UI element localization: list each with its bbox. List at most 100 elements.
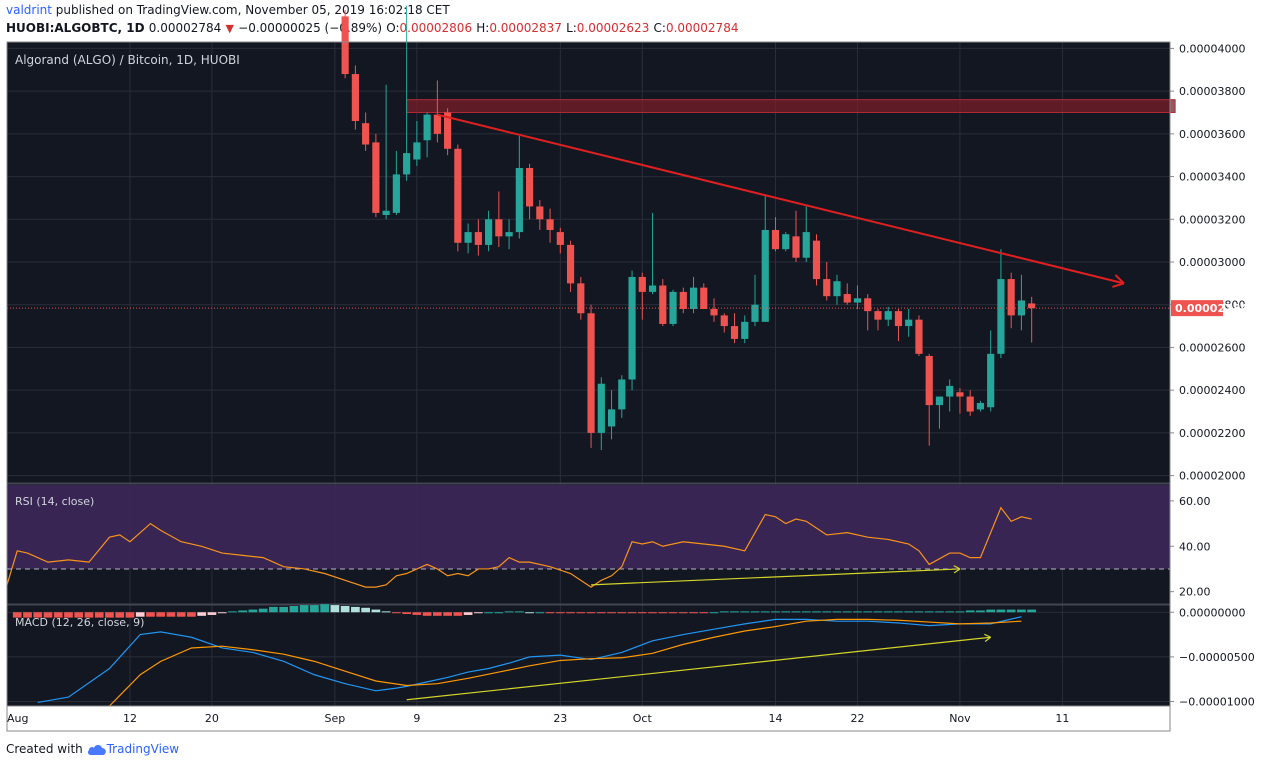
rsi-line (6, 506, 1032, 588)
macd-histogram-bar (443, 612, 452, 616)
macd-histogram-bar (43, 612, 53, 618)
tradingview-link[interactable]: TradingView (106, 742, 180, 756)
candle-body (884, 311, 892, 320)
candle-body (782, 234, 790, 250)
rsi-divergence-arrowhead (953, 565, 961, 570)
macd-histogram-bar (361, 607, 370, 613)
candle-body (403, 153, 411, 175)
time-tick-label: 12 (123, 712, 137, 725)
high-label: H: (476, 21, 490, 35)
candle-body (966, 396, 974, 412)
macd-histogram-bar (94, 612, 104, 618)
time-tick-label: 11 (1055, 712, 1069, 725)
author-link[interactable]: valdrint (6, 3, 52, 17)
candle-body (905, 319, 913, 327)
open-label: O: (386, 21, 400, 35)
candle-body (925, 355, 933, 406)
candle-body (946, 385, 954, 397)
symbol-name: HUOBI:ALGOBTC, 1D (6, 21, 145, 35)
macd-histogram-bar (822, 611, 832, 613)
macd-histogram-bar (453, 612, 463, 616)
candle-body (710, 308, 718, 316)
macd-histogram-bar (156, 612, 166, 617)
macd-histogram-bar (340, 606, 350, 613)
candle-body (392, 174, 400, 213)
macd-histogram-bar (279, 606, 289, 613)
macd-histogram-bar (935, 611, 944, 613)
macd-histogram-bar (135, 612, 145, 617)
price-tick-label: 0.00003400 (1179, 171, 1245, 184)
macd-histogram-bar (187, 612, 196, 617)
candle-body (874, 311, 882, 320)
candle-body (679, 291, 687, 309)
macd-histogram-bar (269, 606, 278, 613)
macd-histogram-bar (473, 612, 483, 614)
candle-body (372, 142, 380, 213)
price-tick-label: 0.00004000 (1179, 42, 1245, 55)
macd-histogram-bar (310, 605, 319, 613)
macd-histogram-bar (146, 612, 155, 617)
candle-body (853, 298, 862, 303)
macd-divergence-line (406, 636, 991, 701)
macd-histogram-bar (771, 611, 780, 613)
macd-histogram-bar (422, 612, 432, 616)
macd-histogram-bar (730, 611, 739, 613)
macd-tick-label: −0.00001000 (1179, 696, 1255, 709)
candle-body (894, 311, 903, 327)
macd-tick-label: −0.00000500 (1179, 651, 1255, 664)
candle-body (444, 112, 452, 149)
macd-histogram-bar (678, 612, 688, 614)
macd-histogram-bar (105, 612, 114, 618)
macd-title: MACD (12, 26, close, 9) (15, 616, 144, 629)
macd-histogram-bar (197, 612, 207, 616)
macd-histogram-bar (576, 612, 586, 614)
macd-histogram-bar (64, 612, 73, 618)
macd-histogram-bar (637, 612, 647, 614)
macd-histogram-bar (115, 612, 125, 618)
time-tick-label: 14 (769, 712, 783, 725)
candle-body (976, 402, 985, 410)
time-tick-label: Sep (325, 712, 346, 725)
macd-histogram-bar (566, 612, 575, 614)
rsi-title: RSI (14, close) (15, 495, 94, 508)
macd-histogram-bar (381, 611, 391, 613)
candle-body (648, 285, 657, 292)
macd-histogram-bar (791, 611, 801, 613)
low-value: 0.00002623 (576, 21, 650, 35)
rsi-tick-label: 60.00 (1179, 495, 1211, 508)
tradingview-cloud-icon (87, 744, 106, 755)
candle-body (823, 279, 831, 297)
macd-histogram-bar (617, 612, 627, 614)
macd-histogram-bar (658, 612, 668, 614)
macd-histogram-bar (709, 612, 719, 614)
candle-body (720, 315, 728, 327)
candle-body (956, 392, 964, 397)
macd-histogram-bar (248, 609, 258, 613)
descending-trendline (437, 113, 1125, 285)
price-tick-label: 0.00003200 (1179, 213, 1245, 226)
candle-body (597, 383, 605, 433)
high-value: 0.00002837 (489, 21, 562, 35)
candle-body (505, 232, 513, 237)
price-axis-background (1170, 42, 1230, 706)
macd-histogram-bar (955, 611, 965, 613)
candle-body (495, 219, 503, 237)
macd-histogram-bar (504, 611, 514, 613)
footer: Created with TradingView (6, 742, 179, 757)
candle-body (525, 168, 534, 207)
candle-body (659, 285, 667, 324)
close-value: 0.00002784 (665, 21, 739, 35)
candle-body (577, 283, 585, 314)
candle-body (433, 114, 441, 134)
price-tick-label: 0.00002200 (1179, 427, 1245, 440)
last-price: 0.00002784 (148, 21, 222, 35)
current-price-tag (1171, 300, 1223, 317)
candle-body (812, 240, 821, 280)
macd-histogram-bar (330, 605, 340, 613)
macd-histogram-bar (945, 611, 955, 613)
macd-histogram-bar (976, 610, 985, 613)
macd-histogram-bar (596, 612, 606, 614)
candle-body (730, 326, 739, 339)
macd-histogram-bar (812, 611, 821, 613)
